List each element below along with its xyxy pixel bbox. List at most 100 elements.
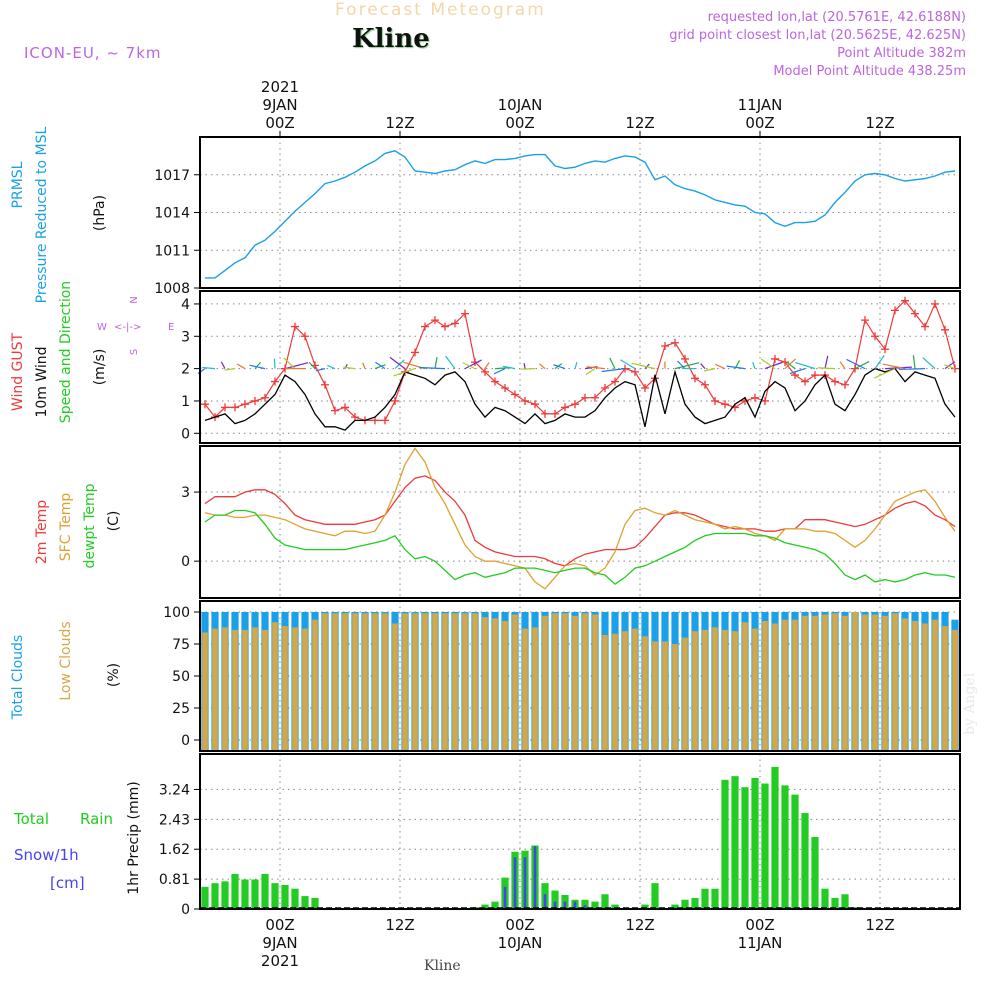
bar-low-clouds: [762, 620, 768, 751]
wind-direction-arrow: [236, 363, 246, 370]
wind-direction-arrow: [434, 357, 438, 369]
bottom-time-label: 00Z: [505, 916, 534, 934]
y-tick-label: 4: [181, 297, 190, 313]
wind-direction-arrow: [220, 361, 226, 369]
clouds-unit: (%): [106, 663, 122, 687]
y-tick-label: 25: [172, 701, 190, 717]
gust-point: [761, 396, 769, 405]
y-tick-label: 1: [181, 394, 190, 410]
bar-low-clouds: [512, 614, 518, 751]
bar-low-clouds: [542, 615, 548, 751]
y-tick-label: 1.62: [159, 842, 190, 858]
precip-label-rain: Rain: [80, 810, 113, 828]
bar-low-clouds: [532, 627, 538, 751]
bar-low-clouds: [692, 631, 698, 751]
y-tick-label: 1017: [154, 168, 190, 184]
bar-low-clouds: [372, 613, 378, 751]
grid-point-coords: grid point closest lon,lat (20.5625E, 42…: [669, 28, 966, 43]
gust-point: [691, 374, 699, 383]
gust-point: [541, 409, 549, 418]
bar-low-clouds: [582, 613, 588, 751]
bar-low-clouds: [342, 613, 348, 751]
gust-point: [331, 406, 339, 415]
bar-snow: [533, 846, 537, 909]
gust-point: [941, 325, 949, 334]
wind-direction-arrow: [874, 368, 896, 379]
gust-point: [671, 338, 679, 347]
temp-2m-line: [204, 475, 956, 567]
bar-low-clouds: [242, 629, 248, 751]
compass-n: N: [129, 296, 140, 303]
gust-point: [641, 384, 649, 393]
wind-direction-arrow: [374, 364, 386, 370]
wind-direction-arrow: [631, 362, 656, 370]
bar-low-clouds: [382, 613, 388, 751]
wind-direction-arrow: [944, 361, 956, 370]
gust-point: [921, 322, 929, 331]
gust-point: [661, 341, 669, 350]
bar-low-clouds: [252, 627, 258, 751]
bar-low-clouds: [482, 617, 488, 751]
gust-point: [801, 377, 809, 386]
bar-low-clouds: [782, 619, 788, 751]
bar-low-clouds: [932, 619, 938, 751]
top-date-label: 9JAN: [262, 96, 297, 114]
model-label: ICON-EU, ~ 7km: [24, 44, 162, 62]
gust-point: [601, 384, 609, 393]
bar-rain: [741, 787, 749, 909]
wind-label-direction: Speed and Direction: [58, 281, 74, 423]
bar-low-clouds: [652, 641, 658, 751]
bar-rain: [721, 779, 729, 909]
frame-layer: [194, 131, 961, 910]
bar-low-clouds: [352, 613, 358, 751]
wind-direction-arrow: [539, 363, 546, 370]
bar-rain: [481, 904, 489, 909]
gust-point: [291, 322, 299, 331]
gust-point: [421, 322, 429, 331]
gust-point: [701, 380, 709, 389]
gust-point: [581, 393, 589, 402]
wind-direction-arrow: [464, 359, 482, 370]
wind-direction-arrow: [789, 368, 806, 375]
temp-label-dewpt: dewpt Temp: [82, 483, 98, 568]
wind-direction-arrow: [585, 368, 596, 376]
bar-low-clouds: [832, 613, 838, 751]
bar-low-clouds: [232, 629, 238, 751]
bar-low-clouds: [772, 623, 778, 751]
bar-low-clouds: [552, 613, 558, 751]
gust-point: [461, 309, 469, 318]
bar-snow: [573, 901, 577, 909]
wind-direction-arrow: [249, 364, 266, 370]
wind-direction-arrow: [674, 362, 700, 370]
bar-low-clouds: [302, 628, 308, 751]
bar-low-clouds: [292, 627, 298, 751]
y-tick-label: 1014: [154, 206, 190, 222]
gust-line: [204, 299, 956, 421]
wind-direction-arrow: [874, 355, 885, 369]
bottom-time-label: 00Z: [265, 916, 294, 934]
gust-point: [551, 409, 559, 418]
y-tick-label: 0: [181, 426, 190, 442]
wind-direction-arrow: [393, 368, 416, 377]
gust-point: [901, 296, 909, 305]
bar-rain: [261, 873, 269, 909]
gust-point: [381, 416, 389, 425]
bar-rain: [591, 901, 599, 909]
bar-snow: [583, 905, 587, 909]
gust-point: [831, 377, 839, 386]
bar-low-clouds: [892, 613, 898, 751]
bar-low-clouds: [632, 628, 638, 751]
bar-rain: [801, 813, 809, 909]
y-tick-label: 2.43: [159, 812, 190, 828]
gust-point: [441, 322, 449, 331]
bottom-date-label: 9JAN: [262, 934, 297, 952]
y-tick-label: 0.81: [159, 872, 190, 888]
bar-low-clouds: [732, 631, 738, 751]
y-tick-label: 75: [172, 637, 190, 653]
temp-label-sfc: SFC Temp: [58, 493, 74, 562]
point-altitude: Point Altitude 382m: [837, 46, 966, 61]
wind-direction-arrow: [502, 365, 516, 370]
bar-rain: [691, 897, 699, 909]
y-tick-label: 3.24: [159, 782, 190, 798]
top-year-label: 2021: [261, 78, 299, 96]
